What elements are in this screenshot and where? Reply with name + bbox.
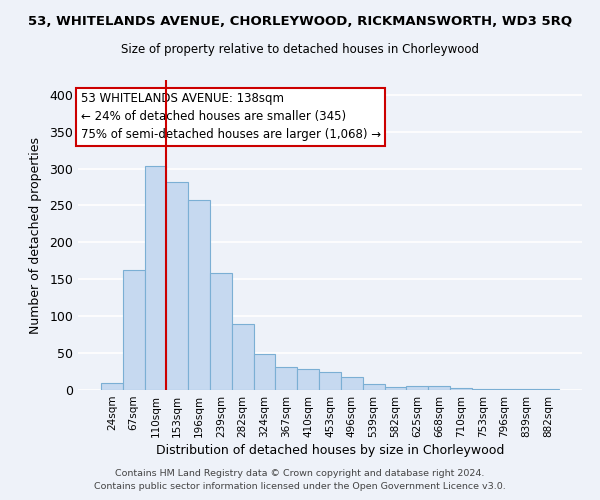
Bar <box>406 386 428 390</box>
Bar <box>341 378 363 390</box>
Bar <box>319 372 341 390</box>
Bar <box>472 388 494 390</box>
Bar <box>450 388 472 390</box>
Bar <box>297 368 319 390</box>
Bar <box>494 388 515 390</box>
Bar <box>210 274 232 390</box>
Bar <box>254 354 275 390</box>
Bar <box>385 387 406 390</box>
Bar <box>188 200 210 390</box>
Bar <box>275 367 297 390</box>
Bar <box>101 382 123 390</box>
Text: 53 WHITELANDS AVENUE: 138sqm
← 24% of detached houses are smaller (345)
75% of s: 53 WHITELANDS AVENUE: 138sqm ← 24% of de… <box>80 92 380 142</box>
Bar <box>515 388 537 390</box>
X-axis label: Distribution of detached houses by size in Chorleywood: Distribution of detached houses by size … <box>156 444 504 457</box>
Text: Size of property relative to detached houses in Chorleywood: Size of property relative to detached ho… <box>121 42 479 56</box>
Bar <box>166 182 188 390</box>
Bar <box>145 166 166 390</box>
Text: Contains HM Land Registry data © Crown copyright and database right 2024.: Contains HM Land Registry data © Crown c… <box>115 468 485 477</box>
Text: 53, WHITELANDS AVENUE, CHORLEYWOOD, RICKMANSWORTH, WD3 5RQ: 53, WHITELANDS AVENUE, CHORLEYWOOD, RICK… <box>28 15 572 28</box>
Bar <box>428 386 450 390</box>
Bar <box>363 384 385 390</box>
Y-axis label: Number of detached properties: Number of detached properties <box>29 136 43 334</box>
Text: Contains public sector information licensed under the Open Government Licence v3: Contains public sector information licen… <box>94 482 506 491</box>
Bar <box>232 324 254 390</box>
Bar <box>123 270 145 390</box>
